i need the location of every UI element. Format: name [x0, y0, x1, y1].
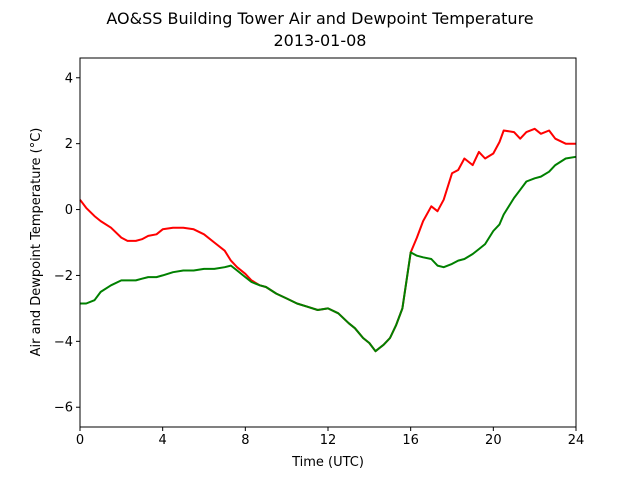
- plot-lines: [79, 127, 577, 353]
- y-tick-label: 4: [65, 71, 73, 86]
- chart-title: AO&SS Building Tower Air and Dewpoint Te…: [106, 9, 533, 28]
- y-tick-label: 0: [65, 203, 73, 218]
- y-tick-label: 2: [65, 137, 73, 152]
- x-tick-label: 24: [568, 433, 585, 448]
- y-axis-label: Air and Dewpoint Temperature (°C): [29, 128, 44, 357]
- x-axis-label: Time (UTC): [291, 455, 364, 470]
- y-tick-label: −4: [54, 335, 73, 350]
- series-line-0: [79, 127, 576, 353]
- x-tick-label: 16: [402, 433, 419, 448]
- x-tick-label: 8: [241, 433, 249, 448]
- y-tick-label: −6: [54, 401, 73, 416]
- series-line-1: [80, 155, 577, 353]
- x-tick-label: 4: [159, 433, 167, 448]
- y-tick-label: −2: [54, 269, 73, 284]
- chart-subtitle: 2013-01-08: [274, 31, 367, 50]
- x-tick-label: 20: [485, 433, 502, 448]
- plot-frame: [79, 57, 577, 428]
- x-tick-label: 0: [76, 433, 84, 448]
- x-tick-label: 12: [320, 433, 337, 448]
